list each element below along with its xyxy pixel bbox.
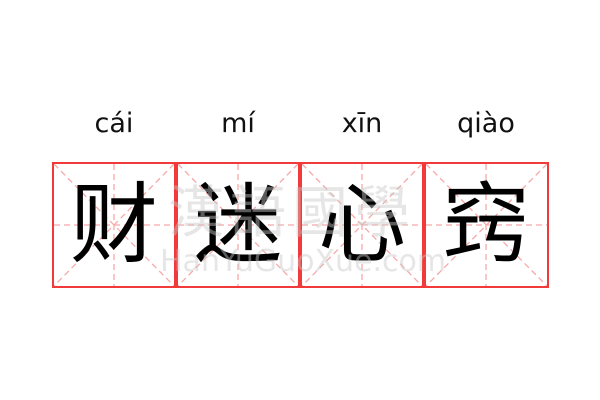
- character-4: 窍: [441, 173, 530, 276]
- grid-cell: 窍: [424, 162, 549, 288]
- character-2: 迷: [193, 173, 282, 276]
- pinyin-1: cái: [94, 108, 134, 139]
- grid-cell: 财: [52, 162, 176, 288]
- pinyin-2: mí: [221, 108, 255, 139]
- character-1: 财: [69, 173, 158, 276]
- character-grid: 财 迷 心 窍: [52, 162, 549, 288]
- grid-cell: 迷: [176, 162, 300, 288]
- guide-lines: [426, 164, 547, 286]
- guide-lines: [54, 164, 174, 286]
- grid-cell: 心: [300, 162, 424, 288]
- guide-lines: [302, 164, 422, 286]
- character-3: 心: [317, 173, 406, 276]
- guide-lines: [178, 164, 298, 286]
- pinyin-3: xīn: [341, 108, 383, 139]
- pinyin-4: qiào: [457, 108, 515, 139]
